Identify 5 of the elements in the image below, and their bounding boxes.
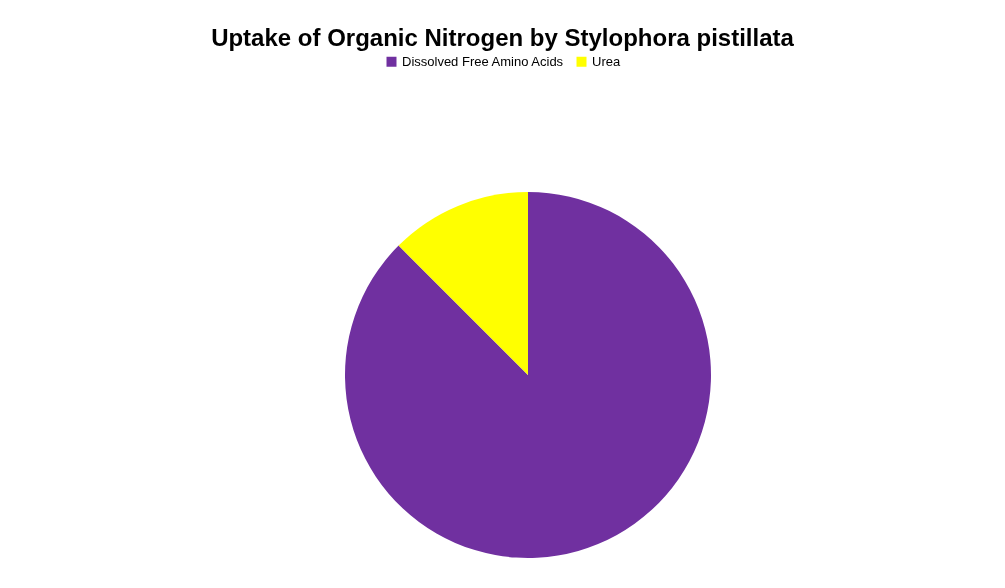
chart-title: Uptake of Organic Nitrogen by Stylophora pistillata [211, 24, 795, 51]
legend-label: Urea [592, 53, 621, 69]
legend-label: Dissolved Free Amino Acids [402, 53, 564, 69]
pie-slice [345, 192, 711, 558]
pie-slice [398, 192, 528, 375]
